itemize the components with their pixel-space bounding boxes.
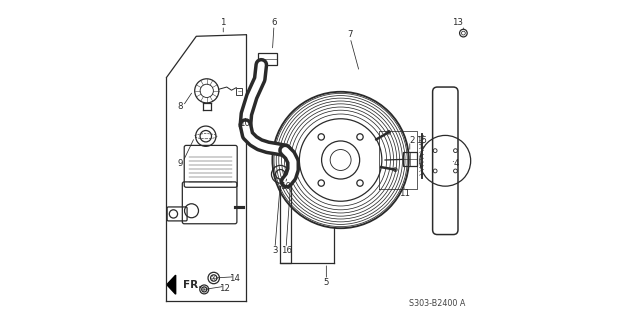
Text: 3: 3 [272, 246, 278, 255]
Text: 11: 11 [399, 189, 410, 198]
Text: 2: 2 [409, 136, 415, 146]
Ellipse shape [284, 180, 289, 184]
Bar [236, 88, 242, 95]
Text: 6: 6 [271, 18, 276, 27]
Text: FR.: FR. [182, 280, 202, 290]
Bar [258, 53, 277, 66]
Text: 4: 4 [454, 159, 459, 168]
Text: 13: 13 [452, 18, 463, 27]
Text: S303-B2400 A: S303-B2400 A [409, 299, 465, 308]
Text: 10: 10 [239, 119, 250, 128]
Text: 9: 9 [177, 159, 182, 168]
Bar [403, 152, 417, 166]
Ellipse shape [242, 114, 251, 122]
Text: 7: 7 [348, 30, 353, 39]
Text: 1: 1 [221, 18, 226, 27]
Text: 15: 15 [416, 136, 427, 146]
Text: 12: 12 [220, 284, 230, 293]
Ellipse shape [283, 179, 291, 186]
Text: 14: 14 [230, 275, 241, 284]
Polygon shape [167, 275, 175, 294]
Text: 16: 16 [280, 246, 292, 255]
Text: 8: 8 [177, 101, 182, 111]
Ellipse shape [244, 116, 249, 120]
Text: 10: 10 [280, 182, 291, 191]
Text: 5: 5 [324, 278, 329, 287]
